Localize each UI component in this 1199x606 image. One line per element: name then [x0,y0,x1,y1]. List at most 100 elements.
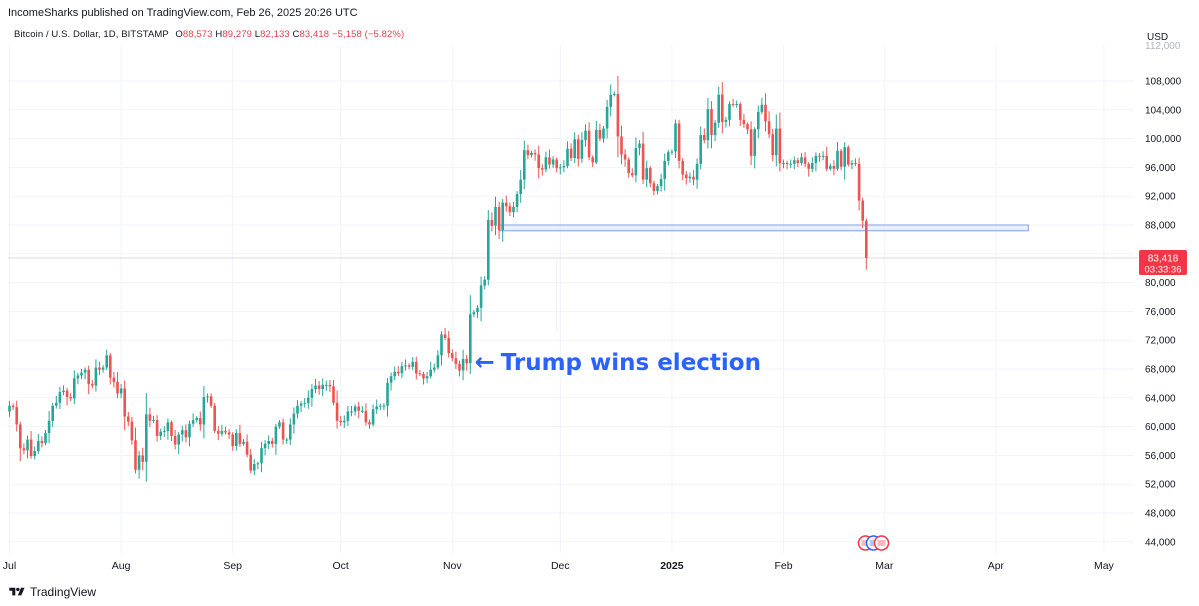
tradingview-logo-icon[interactable] [8,586,26,598]
candle-body [465,358,468,364]
candle-body [548,157,551,165]
candle-body [537,154,540,169]
footer-brand[interactable]: TradingView [30,585,97,599]
y-tick-label: 92,000 [1145,192,1176,203]
low-label: L [254,29,261,40]
candle-body [519,179,522,195]
change-value: −5,158 (−5.82%) [331,29,405,40]
candle-body [94,367,98,386]
candle-body [767,121,771,135]
candle-body [11,405,15,408]
x-tick-label: Dec [551,560,570,572]
candle-body [141,455,144,462]
candle-body [649,168,652,184]
candle-body [652,183,656,192]
candle-body [202,397,206,425]
candle-body [116,381,119,394]
candle-body [375,406,378,410]
candle-body [667,152,670,161]
x-tick-label: May [1094,560,1115,572]
candle-body [742,119,746,125]
candle-body [861,200,864,221]
candle-body [296,405,299,414]
footer: TradingView [8,584,96,600]
candle-body [551,159,555,165]
candle-body [404,365,407,367]
support-zone-layer [498,224,1029,232]
candle-body [303,402,306,404]
y-tick-label: 48,000 [1145,509,1176,520]
candle-body [407,365,411,367]
candle-body [443,334,447,339]
candle-body [231,434,234,447]
candle-body [346,411,350,421]
candle-body [807,163,810,169]
close-label: C [292,29,300,40]
symbol-name[interactable]: Bitcoin / U.S. Dollar, 1D, BITSTAMP [14,29,169,40]
candle-body [191,420,195,424]
candle-body [515,194,519,207]
candle-body [260,448,263,464]
candle-body [278,422,281,427]
candle-body [220,430,224,434]
candle-body [821,155,825,157]
candle-body [587,130,591,158]
y-tick-label: 56,000 [1145,451,1176,462]
candle-body [620,136,623,155]
x-tick-label: Aug [112,560,131,572]
candle-body [26,439,29,451]
candle-body [739,104,742,120]
candle-body [724,119,728,123]
candle-body [857,163,861,201]
candle-body [242,441,245,444]
y-tick-label: 44,000 [1145,537,1176,548]
candle-body [253,464,256,471]
candle-body [508,206,512,213]
candle-body [782,163,785,165]
candle-body [238,433,242,444]
candle-body [501,202,504,231]
candle-body [659,178,663,187]
candle-body [854,163,857,165]
axes: 44,000 48,000 52,000 56,000 60,000 64,000 68,0… [3,41,1182,572]
candle-body [357,406,360,411]
x-tick-label: 2025 [660,560,684,572]
candle-body [37,441,40,452]
candle-body [562,165,566,168]
candle-body [51,405,54,421]
currency-label[interactable]: USD [1147,32,1169,43]
candle-body [454,358,458,364]
candle-body [541,168,544,170]
candles [8,76,868,482]
candle-body [166,422,170,431]
candle-body [98,367,101,370]
close-value: 83,418 [299,29,330,40]
candle-body [353,406,357,412]
candle-body [490,219,494,226]
candle-body [199,417,202,425]
candle-body [73,378,76,399]
candle-body [843,147,846,167]
candle-body [112,377,116,382]
candle-body [422,374,425,379]
candle-body [188,423,191,438]
candle-body [670,151,674,153]
candle-body [580,140,584,159]
candle-body [418,373,422,375]
candle-body [101,367,105,370]
candle-body [663,160,666,179]
candle-body [789,163,792,165]
y-tick-label-clipped: 112,000 [1145,41,1181,52]
candle-body [119,388,123,394]
candle-body [598,129,602,139]
candle-body [91,384,94,386]
open-value: 88,573 [182,29,213,40]
candle-body [710,109,713,135]
event-icon [873,535,890,551]
candle-body [386,382,389,406]
candle-body [281,422,285,440]
candle-body [717,94,720,123]
candle-body [764,104,767,122]
candle-body [681,160,684,175]
